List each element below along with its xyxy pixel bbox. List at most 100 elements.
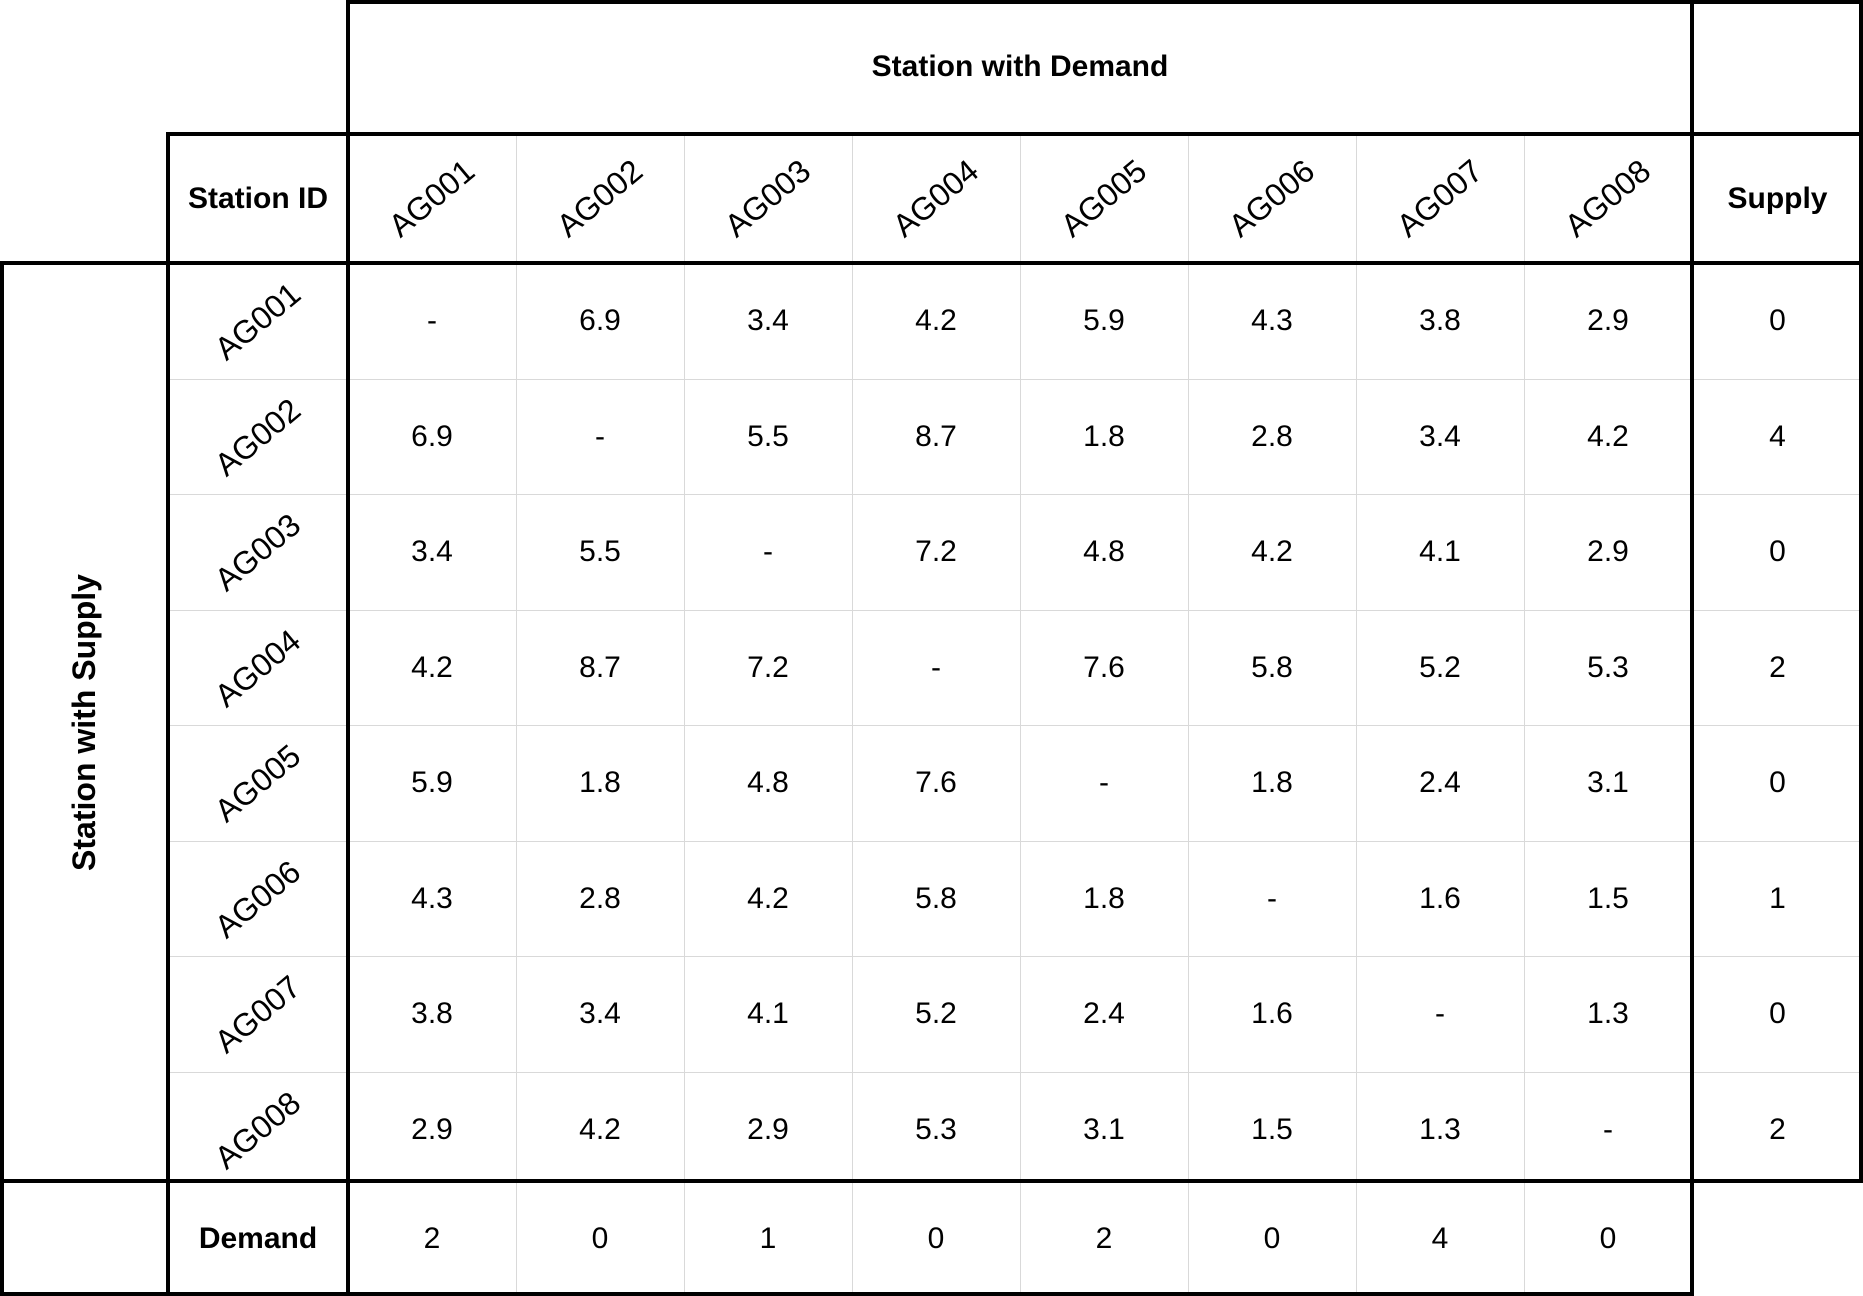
demand-cell: 0 bbox=[852, 1181, 1020, 1296]
matrix-cell-text: 4.2 bbox=[915, 304, 957, 337]
matrix-cell: 5.3 bbox=[852, 1072, 1020, 1188]
matrix-cell-text: 6.9 bbox=[411, 420, 453, 453]
matrix-cell: - bbox=[684, 494, 852, 610]
matrix-cell-text: 7.2 bbox=[747, 651, 789, 684]
matrix-cell-text: 5.2 bbox=[915, 997, 957, 1030]
matrix-cell-text: 5.2 bbox=[1419, 651, 1461, 684]
matrix-cell-text: - bbox=[1099, 766, 1109, 799]
matrix-cell: 4.2 bbox=[516, 1072, 684, 1188]
matrix-cell-text: 5.5 bbox=[747, 420, 789, 453]
supply-cell-text: 2 bbox=[1769, 651, 1786, 684]
matrix-cell: 1.3 bbox=[1524, 956, 1692, 1072]
supply-cell-text: 0 bbox=[1769, 304, 1786, 337]
matrix-cell: 3.1 bbox=[1524, 725, 1692, 841]
column-header-ag003-text: AG003 bbox=[717, 152, 818, 244]
supply-cell: 1 bbox=[1692, 841, 1863, 957]
matrix-cell: 5.9 bbox=[1020, 263, 1188, 379]
matrix-cell-text: 5.5 bbox=[579, 535, 621, 568]
matrix-cell-text: 1.5 bbox=[1251, 1113, 1293, 1146]
matrix-cell: 1.3 bbox=[1356, 1072, 1524, 1188]
matrix-cell: 5.8 bbox=[852, 841, 1020, 957]
column-header-ag008: AG008 bbox=[1524, 134, 1692, 263]
matrix-cell-text: - bbox=[1603, 1113, 1613, 1146]
matrix-cell-text: 1.3 bbox=[1419, 1113, 1461, 1146]
matrix-cell-text: 3.1 bbox=[1587, 766, 1629, 799]
demand-row-header: Demand bbox=[168, 1181, 348, 1296]
demand-cell: 2 bbox=[348, 1181, 516, 1296]
matrix-cell-text: 2.4 bbox=[1083, 997, 1125, 1030]
matrix-cell-text: 1.8 bbox=[1251, 766, 1293, 799]
column-header-ag001-text: AG001 bbox=[381, 152, 482, 244]
matrix-cell-text: - bbox=[1435, 997, 1445, 1030]
matrix-cell: 4.8 bbox=[1020, 494, 1188, 610]
matrix-cell: 3.8 bbox=[1356, 263, 1524, 379]
row-header-ag002: AG002 bbox=[168, 379, 348, 495]
column-header-ag002: AG002 bbox=[516, 134, 684, 263]
column-header-ag005-text: AG005 bbox=[1053, 152, 1154, 244]
matrix-cell: 4.3 bbox=[348, 841, 516, 957]
column-header-ag002-text: AG002 bbox=[549, 152, 650, 244]
matrix-cell: 5.5 bbox=[516, 494, 684, 610]
demand-cell-text: 0 bbox=[1263, 1221, 1281, 1255]
matrix-cell: - bbox=[1188, 841, 1356, 957]
demand-cell: 0 bbox=[1188, 1181, 1356, 1296]
matrix-cell-text: 2.8 bbox=[579, 882, 621, 915]
matrix-cell: 2.8 bbox=[516, 841, 684, 957]
matrix-cell: 1.8 bbox=[516, 725, 684, 841]
matrix-cell: 2.8 bbox=[1188, 379, 1356, 495]
matrix-cell: 2.9 bbox=[348, 1072, 516, 1188]
supply-cell: 4 bbox=[1692, 379, 1863, 495]
matrix-cell: 5.8 bbox=[1188, 610, 1356, 726]
matrix-cell: 2.4 bbox=[1356, 725, 1524, 841]
column-header-ag007: AG007 bbox=[1356, 134, 1524, 263]
matrix-cell-text: 4.8 bbox=[747, 766, 789, 799]
matrix-cell: 7.6 bbox=[1020, 610, 1188, 726]
matrix-cell-text: 8.7 bbox=[915, 420, 957, 453]
row-header-ag008: AG008 bbox=[168, 1072, 348, 1188]
matrix-cell-text: 5.9 bbox=[411, 766, 453, 799]
matrix-cell: 1.5 bbox=[1524, 841, 1692, 957]
matrix-cell-text: - bbox=[931, 651, 941, 684]
matrix-cell: 5.9 bbox=[348, 725, 516, 841]
matrix-cell-text: 4.2 bbox=[579, 1113, 621, 1146]
demand-cell-text: 0 bbox=[1599, 1221, 1617, 1255]
matrix-cell: 4.2 bbox=[684, 841, 852, 957]
matrix-cell-text: - bbox=[1267, 882, 1277, 915]
matrix-cell: 2.9 bbox=[1524, 263, 1692, 379]
matrix-cell: 5.3 bbox=[1524, 610, 1692, 726]
demand-header: Station with Demand bbox=[348, 0, 1692, 134]
matrix-cell: 1.8 bbox=[1020, 841, 1188, 957]
supply-column-header-text: Supply bbox=[1727, 181, 1828, 215]
row-header-ag008-text: AG008 bbox=[207, 1083, 308, 1176]
demand-cell-text: 1 bbox=[759, 1221, 777, 1255]
matrix-cell-text: 2.9 bbox=[1587, 304, 1629, 337]
matrix-cell-text: 3.4 bbox=[747, 304, 789, 337]
demand-cell-text: 0 bbox=[591, 1221, 609, 1255]
supply-cell: 2 bbox=[1692, 610, 1863, 726]
column-header-ag004-text: AG004 bbox=[885, 152, 986, 244]
grid-vline bbox=[1524, 134, 1525, 1296]
matrix-cell: 4.2 bbox=[348, 610, 516, 726]
row-header-ag005-text: AG005 bbox=[207, 736, 308, 829]
matrix-cell: 3.4 bbox=[516, 956, 684, 1072]
matrix-cell: 5.2 bbox=[852, 956, 1020, 1072]
matrix-cell-text: 3.8 bbox=[411, 997, 453, 1030]
matrix-cell: 8.7 bbox=[852, 379, 1020, 495]
matrix-cell-text: 4.2 bbox=[411, 651, 453, 684]
border-line bbox=[346, 0, 350, 1296]
supply-header-text: Station with Supply bbox=[65, 573, 102, 871]
matrix-cell: - bbox=[1020, 725, 1188, 841]
row-header-ag005: AG005 bbox=[168, 725, 348, 841]
matrix-cell-text: 4.2 bbox=[1587, 420, 1629, 453]
matrix-cell-text: 2.8 bbox=[1251, 420, 1293, 453]
matrix-cell: 4.2 bbox=[1188, 494, 1356, 610]
station-id-header-text: Station ID bbox=[188, 181, 328, 215]
matrix-cell: 2.4 bbox=[1020, 956, 1188, 1072]
matrix-cell: 1.8 bbox=[1020, 379, 1188, 495]
grid-hline bbox=[168, 610, 1863, 611]
matrix-cell: 3.8 bbox=[348, 956, 516, 1072]
matrix-cell: 2.9 bbox=[684, 1072, 852, 1188]
matrix-cell-text: 4.1 bbox=[1419, 535, 1461, 568]
column-header-ag004: AG004 bbox=[852, 134, 1020, 263]
demand-cell-text: 0 bbox=[927, 1221, 945, 1255]
